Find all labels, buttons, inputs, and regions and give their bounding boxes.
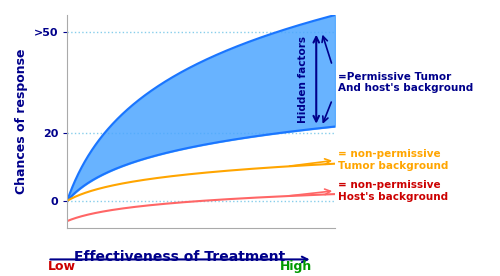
- Text: Effectiveness of Treatment: Effectiveness of Treatment: [74, 250, 286, 264]
- Text: Hidden factors: Hidden factors: [298, 36, 308, 123]
- Y-axis label: Chances of response: Chances of response: [15, 49, 28, 194]
- Text: = non-permissive
Host's background: = non-permissive Host's background: [338, 180, 448, 201]
- Text: High: High: [280, 260, 312, 273]
- Text: Low: Low: [48, 260, 76, 273]
- Text: =Permissive Tumor
And host's background: =Permissive Tumor And host's background: [338, 72, 473, 93]
- Text: = non-permissive
Tumor background: = non-permissive Tumor background: [338, 150, 448, 171]
